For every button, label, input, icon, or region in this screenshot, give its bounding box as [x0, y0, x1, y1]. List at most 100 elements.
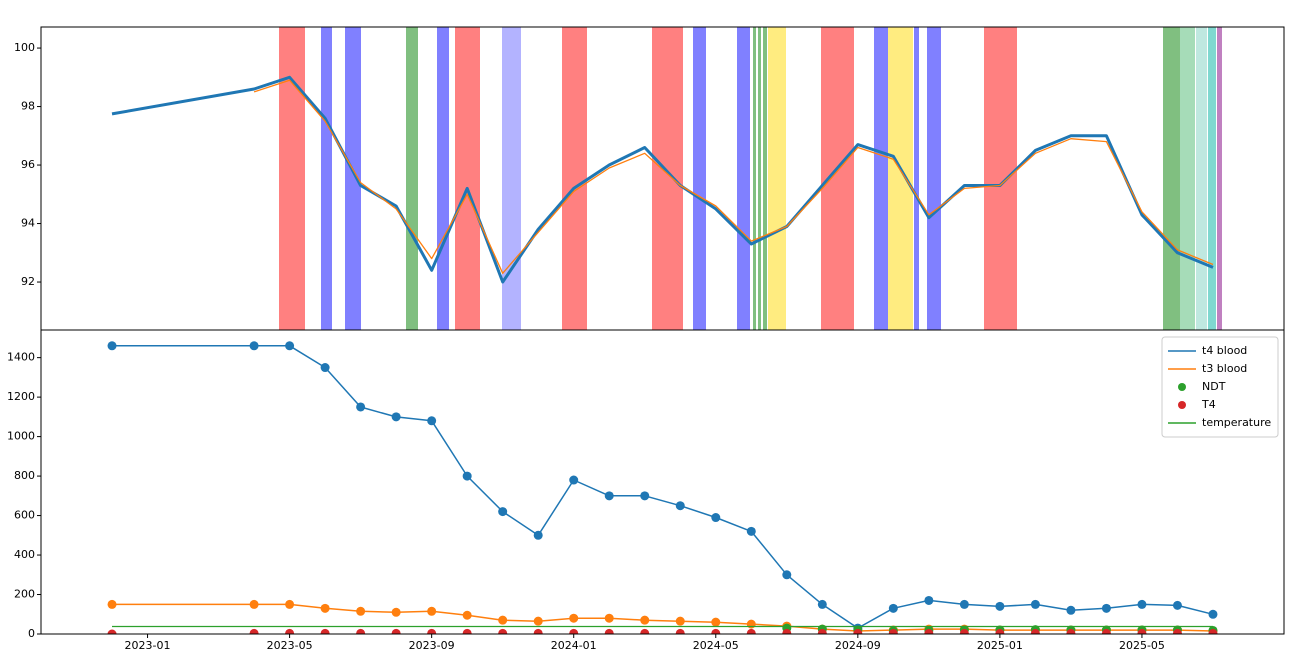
band — [1180, 27, 1195, 330]
data-point — [249, 599, 259, 609]
shaded-periods — [279, 27, 1222, 330]
plot-area — [111, 75, 1214, 284]
data-point — [604, 628, 614, 634]
data-point — [1172, 600, 1182, 610]
legend: t4 blood t3 blood NDT T4 temperature — [1161, 336, 1279, 438]
data-point — [569, 628, 579, 634]
y-tick-label: 1200 — [7, 390, 35, 403]
data-point — [711, 617, 721, 627]
x-tick-label: 2025-01 — [977, 639, 1023, 650]
band — [693, 27, 706, 330]
data-point — [959, 599, 969, 609]
legend-label: T4 — [1201, 398, 1216, 411]
data-point — [853, 628, 863, 634]
data-point — [533, 628, 543, 634]
data-point — [356, 402, 366, 412]
band — [768, 27, 786, 330]
data-point — [1137, 628, 1147, 634]
x-tick-label: 2025-05 — [1119, 639, 1165, 650]
band — [1163, 27, 1180, 330]
data-point — [1030, 599, 1040, 609]
band — [888, 27, 913, 330]
data-point — [462, 610, 472, 620]
band — [652, 27, 683, 330]
data-point — [1208, 609, 1218, 619]
band — [984, 27, 1017, 330]
data-point — [498, 507, 508, 517]
data-point — [320, 603, 330, 613]
data-point — [427, 606, 437, 616]
data-point — [640, 491, 650, 501]
data-point — [569, 475, 579, 485]
data-point — [675, 628, 685, 634]
data-point — [711, 628, 721, 634]
data-point — [427, 416, 437, 426]
data-point — [995, 601, 1005, 611]
data-point — [640, 615, 650, 625]
data-point — [107, 599, 117, 609]
data-point — [533, 530, 543, 540]
legend-box — [1161, 336, 1279, 438]
band — [345, 27, 361, 330]
band — [914, 27, 919, 330]
data-point — [533, 616, 543, 626]
data-point — [1066, 628, 1076, 634]
x-tick-label: 2024-05 — [693, 639, 739, 650]
band — [321, 27, 332, 330]
band — [562, 27, 587, 330]
legend-marker — [1178, 383, 1186, 391]
band — [437, 27, 449, 330]
y-tick-label: 100 — [14, 41, 35, 54]
data-point — [888, 628, 898, 634]
data-point — [924, 595, 934, 605]
band — [1196, 27, 1207, 330]
band — [279, 27, 305, 330]
band — [1208, 27, 1216, 330]
band — [821, 27, 854, 330]
y-tick-label: 200 — [14, 588, 35, 601]
band — [1217, 27, 1222, 330]
data-point — [498, 615, 508, 625]
data-point — [604, 491, 614, 501]
series-line — [111, 75, 1214, 284]
data-point — [782, 570, 792, 580]
legend-label: t3 blood — [1202, 362, 1247, 375]
data-point — [356, 606, 366, 616]
y-tick-label: 98 — [21, 100, 35, 113]
data-point — [888, 603, 898, 613]
data-point — [569, 613, 579, 623]
data-point — [675, 501, 685, 511]
data-point — [391, 628, 401, 634]
data-point — [107, 629, 117, 634]
data-point — [320, 628, 330, 634]
data-point — [746, 619, 756, 629]
data-point — [107, 341, 117, 351]
band — [874, 27, 888, 330]
data-point — [1101, 628, 1111, 634]
band — [455, 27, 480, 330]
data-point — [285, 628, 295, 634]
band — [737, 27, 750, 330]
data-point — [498, 628, 508, 634]
x-tick-label: 2023-05 — [267, 639, 313, 650]
data-point — [924, 628, 934, 634]
band — [406, 27, 418, 330]
band — [927, 27, 941, 330]
plot-area — [107, 341, 1218, 634]
data-point — [285, 599, 295, 609]
data-point — [249, 628, 259, 634]
band — [763, 27, 767, 330]
y-tick-label: 400 — [14, 548, 35, 561]
y-tick-label: 1400 — [7, 351, 35, 364]
legend-label: temperature — [1202, 416, 1271, 429]
data-point — [782, 628, 792, 634]
y-tick-label: 0 — [28, 627, 35, 640]
y-tick-label: 1000 — [7, 430, 35, 443]
x-tick-label: 2024-01 — [551, 639, 597, 650]
data-point — [1208, 628, 1218, 634]
data-point — [640, 628, 650, 634]
data-point — [675, 616, 685, 626]
series-line — [253, 79, 1214, 274]
